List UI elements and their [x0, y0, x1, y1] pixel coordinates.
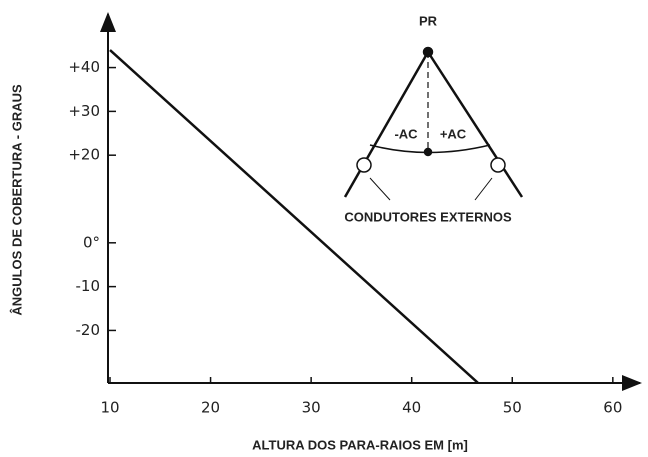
y-tick-label: -20 — [76, 321, 101, 339]
annotation: -AC — [394, 126, 418, 141]
x-tick-label: 50 — [503, 399, 522, 417]
annotation: CONDUTORES EXTERNOS — [344, 209, 512, 224]
y-tick-label: +40 — [68, 58, 100, 76]
chart: ALTURA DOS PARA-RAIOS EM [m] ÂNGULOS DE … — [0, 0, 648, 457]
x-tick-label: 30 — [302, 399, 321, 417]
inset-diagram — [345, 48, 522, 200]
x-tick-label: 20 — [201, 399, 220, 417]
y-tick-label: +20 — [68, 146, 100, 164]
y-axis-label: ÂNGULOS DE COBERTURA - GRAUS — [9, 84, 24, 316]
annotation: +AC — [440, 126, 467, 141]
x-tick-label: 60 — [603, 399, 622, 417]
x-tick-label: 40 — [402, 399, 421, 417]
x-tick-label: 10 — [100, 399, 119, 417]
x-axis-label: ALTURA DOS PARA-RAIOS EM [m] — [252, 437, 468, 452]
y-tick-label: -10 — [76, 277, 101, 295]
y-tick-label: 0° — [83, 233, 100, 251]
y-tick-label: +30 — [68, 102, 100, 120]
annotation: PR — [419, 13, 438, 28]
